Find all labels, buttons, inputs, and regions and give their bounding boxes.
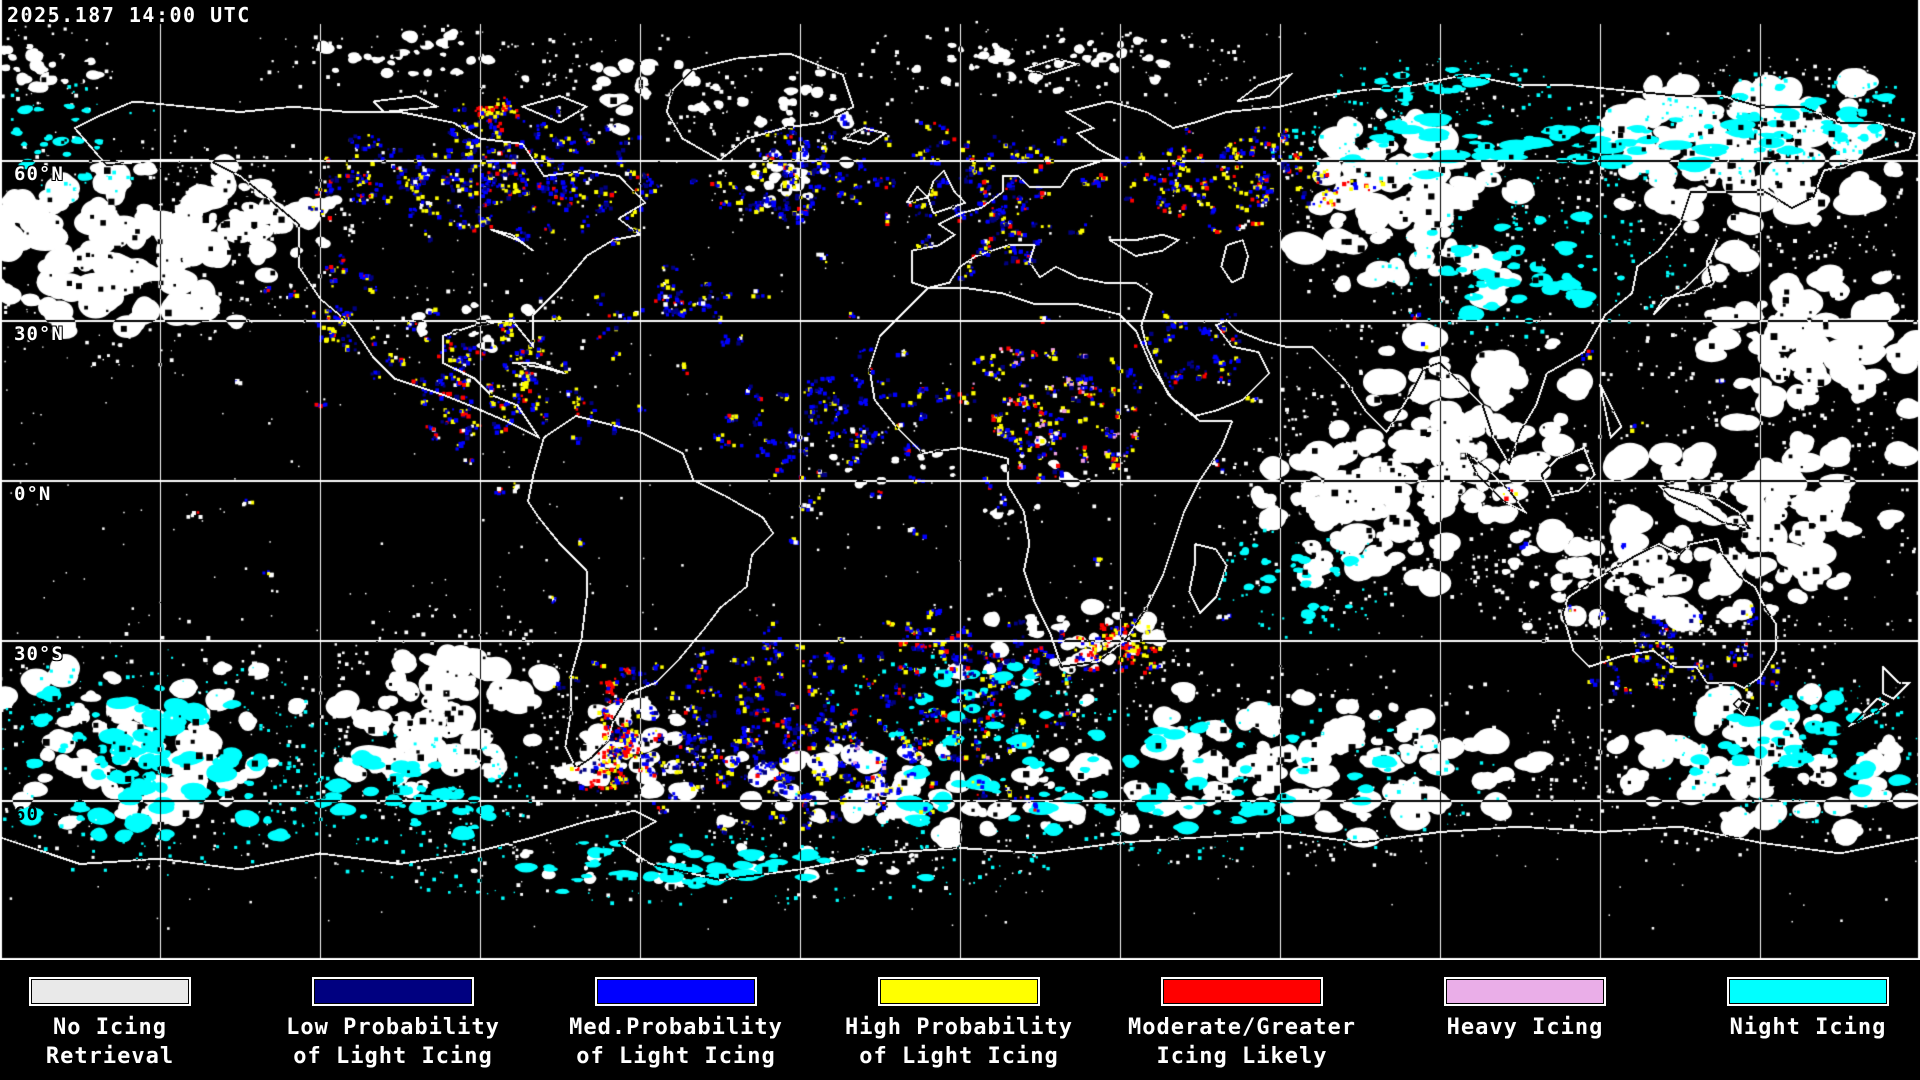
latitude-label-30s: 30°S <box>14 643 64 665</box>
legend-label: of Light Icing <box>859 1044 1059 1069</box>
med-probability-swatch <box>595 977 757 1006</box>
moderate-greater-swatch <box>1161 977 1323 1006</box>
legend-item-high-probability: High Probability of Light Icing <box>817 960 1101 1071</box>
legend-label: of Light Icing <box>293 1044 493 1069</box>
latitude-label-60s: 60°S <box>14 803 64 825</box>
legend-item-no-icing-retrieval: No Icing Retrieval <box>0 960 252 1071</box>
legend-label: Med.Probability <box>569 1015 783 1040</box>
world-map: 2025.187 14:00 UTC 60°N 30°N 0°N 30°S 60… <box>0 0 1920 960</box>
legend-item-med-probability: Med.Probability of Light Icing <box>534 960 818 1071</box>
legend-item-night-icing: Night Icing <box>1666 960 1920 1042</box>
legend-label: Icing Likely <box>1156 1044 1328 1069</box>
heavy-icing-swatch <box>1444 977 1606 1006</box>
legend: No Icing Retrieval Low Probability of Li… <box>0 960 1920 1080</box>
legend-item-moderate-greater: Moderate/Greater Icing Likely <box>1100 960 1384 1071</box>
legend-item-low-probability: Low Probability of Light Icing <box>251 960 535 1071</box>
no-icing-retrieval-swatch <box>29 977 191 1006</box>
legend-label: Low Probability <box>286 1015 500 1040</box>
legend-label: No Icing <box>53 1015 167 1040</box>
legend-label: of Light Icing <box>576 1044 776 1069</box>
timestamp-label: 2025.187 14:00 UTC <box>7 3 251 27</box>
satellite-data-canvas <box>0 0 1920 960</box>
night-icing-swatch <box>1727 977 1889 1006</box>
legend-label: Moderate/Greater <box>1128 1015 1356 1040</box>
latitude-label-30n: 30°N <box>14 323 64 345</box>
latitude-label-0n: 0°N <box>14 483 52 505</box>
legend-label: Night Icing <box>1729 1015 1887 1040</box>
legend-item-heavy-icing: Heavy Icing <box>1383 960 1667 1042</box>
legend-label: Retrieval <box>45 1044 175 1069</box>
legend-label: Heavy Icing <box>1446 1015 1604 1040</box>
high-probability-swatch <box>878 977 1040 1006</box>
latitude-label-60n: 60°N <box>14 163 64 185</box>
legend-label: High Probability <box>845 1015 1073 1040</box>
low-probability-swatch <box>312 977 474 1006</box>
